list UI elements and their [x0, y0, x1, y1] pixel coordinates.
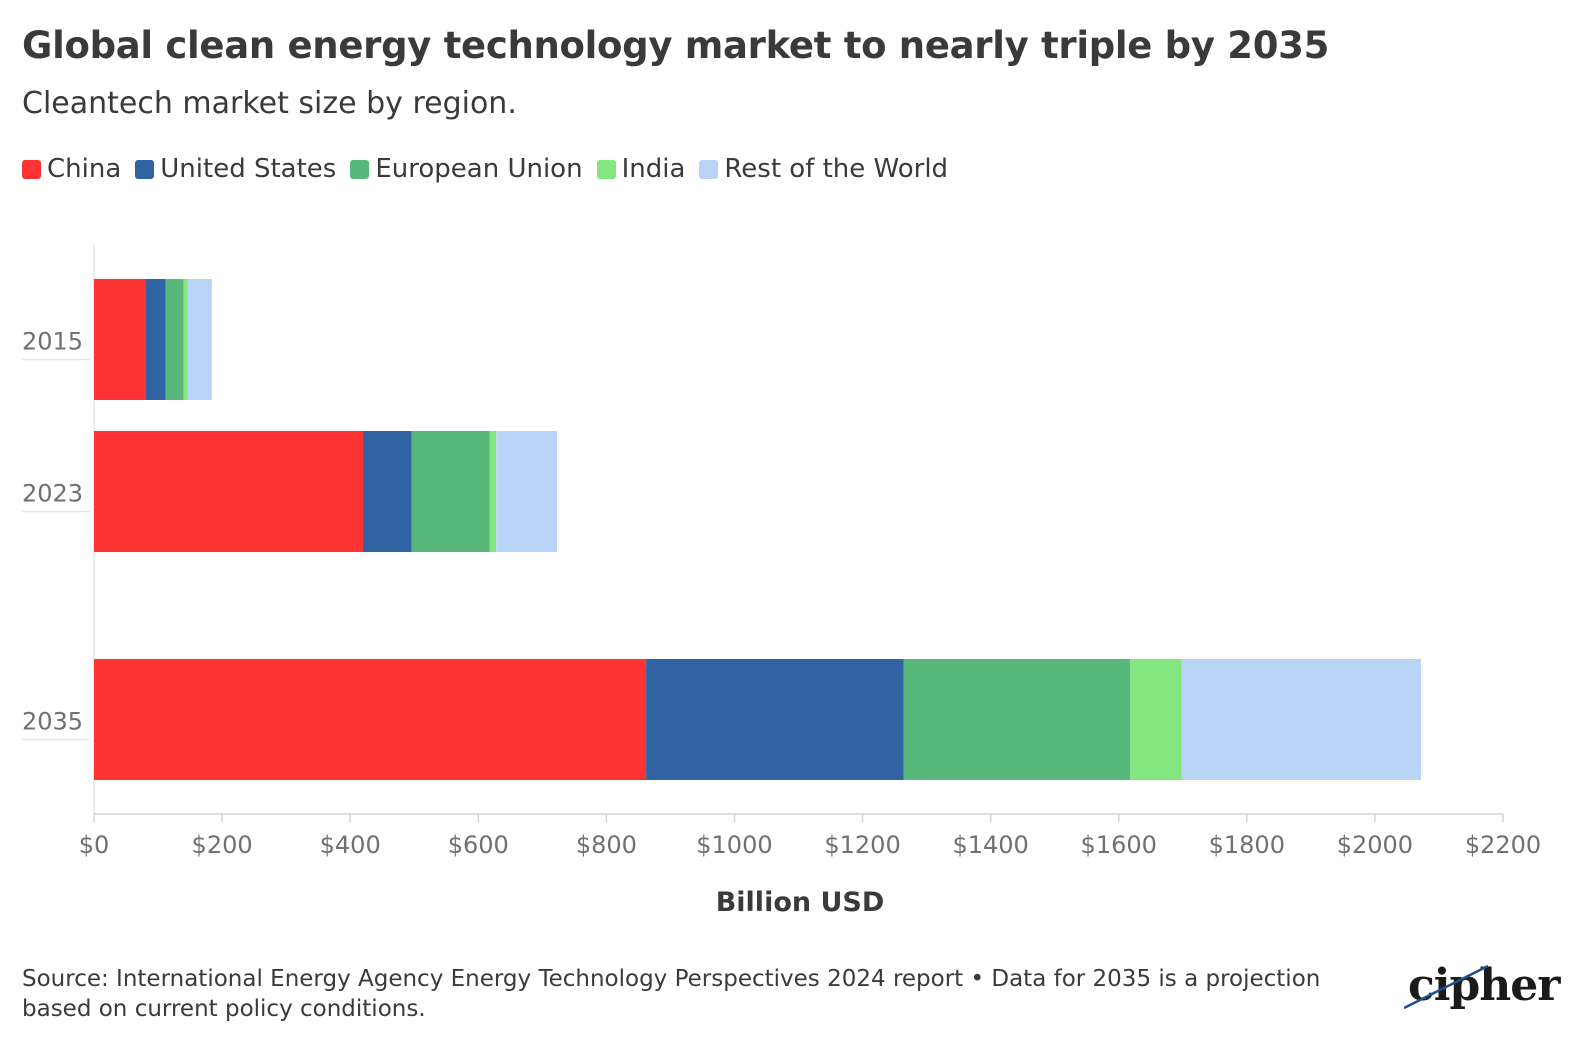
bar-segment [903, 659, 1131, 780]
x-tick-label: $800 [576, 831, 637, 859]
x-tick-label: $1800 [1209, 831, 1285, 859]
legend-swatch [350, 159, 370, 179]
legend-label: European Union [375, 154, 583, 184]
bar-segment [94, 431, 363, 552]
x-tick-label: $0 [79, 831, 110, 859]
legend-item: India [596, 154, 686, 184]
legend-item: European Union [350, 154, 583, 184]
x-tick-label: $1600 [1081, 831, 1157, 859]
bar-segment [362, 431, 412, 552]
legend-item: Rest of the World [699, 154, 948, 184]
bar-segment [489, 431, 497, 552]
legend-swatch [135, 159, 155, 179]
legend-label: China [47, 154, 122, 184]
x-tick-label: $1400 [952, 831, 1028, 859]
legend-item: China [22, 154, 121, 184]
bar-segment [183, 279, 188, 400]
bar-segment [411, 431, 490, 552]
bar-segment [165, 279, 184, 400]
x-tick-label: $1000 [696, 831, 772, 859]
y-category-label: 2015 [22, 328, 83, 356]
legend-swatch [596, 159, 616, 179]
x-tick-label: $2200 [1465, 831, 1541, 859]
legend-label: Rest of the World [724, 154, 949, 184]
source-note: Source: International Energy Agency Ener… [22, 966, 1321, 1022]
x-axis-label: Billion USD [715, 887, 885, 918]
chart-title: Global clean energy technology market to… [22, 24, 1330, 67]
x-tick-label: $2000 [1337, 831, 1413, 859]
x-tick-label: $1200 [824, 831, 900, 859]
y-category-label: 2023 [22, 480, 83, 508]
cipher-logo: cipher [1404, 958, 1560, 1028]
legend-label: United States [160, 154, 337, 184]
bar-segment [1130, 659, 1182, 780]
x-tick-label: $600 [448, 831, 509, 859]
chart-subtitle: Cleantech market size by region. [22, 86, 517, 121]
legend-swatch [699, 159, 719, 179]
legend-label: India [621, 154, 686, 184]
bar-segment [145, 279, 166, 400]
legend: China United States European Union India Res… [22, 154, 962, 184]
bar-segment [1181, 659, 1422, 780]
bar-segment [646, 659, 904, 780]
y-category-label: 2035 [22, 708, 83, 736]
bar-segment [94, 279, 146, 400]
legend-item: United States [135, 154, 336, 184]
logo-slash-icon [1404, 964, 1489, 1010]
bar-segment [496, 431, 558, 552]
legend-swatch [22, 159, 41, 179]
bar-segment [94, 659, 647, 780]
x-tick-label: $200 [192, 831, 253, 859]
bar-segment [187, 279, 212, 400]
x-tick-label: $400 [320, 831, 381, 859]
